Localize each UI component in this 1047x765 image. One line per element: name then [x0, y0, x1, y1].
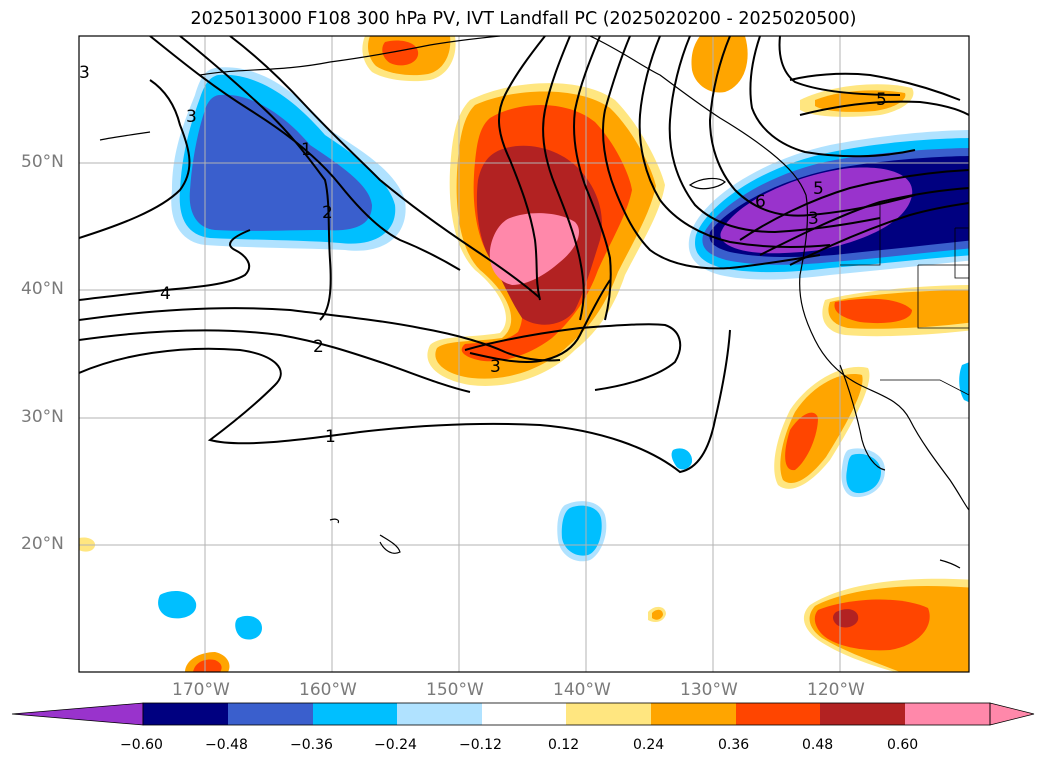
map-plot-area: 1 2 3 4 2 3 1 5 6 5 3 3 [79, 36, 969, 672]
colorbar-swatch [482, 703, 566, 725]
colorbar-tick-label: 0.60 [887, 737, 919, 753]
pv-contour-label: 5 [813, 179, 824, 199]
pv-contour-label: 3 [186, 107, 197, 127]
colorbar-extend-low [11, 702, 144, 726]
colorbar-swatch [651, 703, 736, 725]
shade-red-baja [785, 412, 818, 471]
colorbar-tick-label: −0.24 [374, 737, 417, 753]
lat-label: 50°N [21, 152, 64, 172]
pv-contour-label: 3 [808, 209, 819, 229]
lat-label: 40°N [21, 279, 64, 299]
shade-blue-baja [846, 453, 881, 494]
shade-pink-central [489, 213, 580, 285]
colorbar-extend-high [989, 702, 1035, 726]
lon-label: 150°W [426, 680, 484, 700]
colorbar-swatch [397, 703, 482, 725]
colorbar-swatch [820, 703, 905, 725]
colorbar-frame [142, 702, 991, 726]
shade-blue-sw1 [158, 591, 197, 619]
map-frame [78, 35, 970, 673]
state-borders [840, 205, 969, 396]
colorbar-tick-label: −0.12 [459, 737, 502, 753]
shade-dark-red-se [833, 609, 859, 628]
pv-contours [79, 36, 969, 474]
shade-red-sw [193, 659, 222, 672]
colorbar-swatch [736, 703, 820, 725]
shade-red-alaska [382, 40, 419, 66]
pv-contour-label: 1 [325, 427, 336, 447]
shade-blue-sw2 [235, 615, 262, 640]
pv-contour-label: 3 [490, 357, 501, 377]
shade-blue-small-mid [671, 448, 693, 470]
colorbar-swatch [566, 703, 651, 725]
colorbar-swatch [143, 703, 228, 725]
colorbar-tick-label: 0.24 [633, 737, 665, 753]
lon-label: 160°W [299, 680, 357, 700]
shade-red-california [834, 298, 912, 324]
lat-label: 30°N [21, 407, 64, 427]
shade-orange-small [652, 609, 663, 620]
colorbar-tick-label: −0.48 [205, 737, 248, 753]
pv-contour-label: 1 [301, 140, 312, 160]
colorbar [11, 702, 1035, 726]
pv-contour-label-group: 1 2 3 4 2 3 1 5 6 5 3 3 [79, 63, 887, 447]
coastlines [99, 36, 969, 569]
lon-label: 130°W [680, 680, 738, 700]
colorbar-tick-label: −0.36 [290, 737, 333, 753]
colorbar-swatch [905, 703, 990, 725]
colorbar-swatch [313, 703, 397, 725]
pv-contour-label: 2 [313, 337, 324, 357]
pv-contour-label: 3 [79, 63, 90, 83]
colorbar-tick-label: −0.60 [120, 737, 163, 753]
pv-contour-label: 5 [876, 90, 887, 110]
map-title: 2025013000 F108 300 hPa PV, IVT Landfall… [190, 9, 857, 29]
pv-contour-label: 2 [322, 203, 333, 223]
colorbar-swatch [228, 703, 313, 725]
colorbar-tick-label: 0.48 [802, 737, 834, 753]
shade-blue-east-edge [959, 362, 969, 403]
lon-label: 140°W [553, 680, 611, 700]
colorbar-tick-label: 0.12 [548, 737, 580, 753]
colorbar-tick-label: 0.36 [718, 737, 750, 753]
shade-blue-hawaii-east [561, 505, 602, 556]
lon-label: 170°W [172, 680, 230, 700]
pv-contour-label: 6 [755, 192, 766, 212]
lat-label: 20°N [21, 534, 64, 554]
lon-label: 120°W [807, 680, 865, 700]
pv-contour-label: 4 [160, 284, 171, 304]
